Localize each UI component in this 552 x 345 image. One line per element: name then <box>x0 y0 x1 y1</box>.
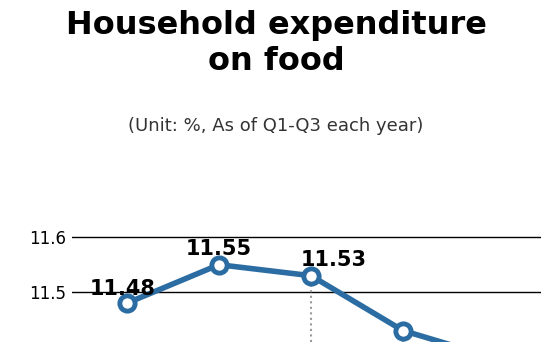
Text: Household expenditure
on food: Household expenditure on food <box>66 10 486 77</box>
Text: (Unit: %, As of Q1-Q3 each year): (Unit: %, As of Q1-Q3 each year) <box>128 117 424 135</box>
Text: 11.53: 11.53 <box>301 250 367 270</box>
Text: 11.55: 11.55 <box>186 239 252 259</box>
Text: 11.48: 11.48 <box>89 279 155 299</box>
